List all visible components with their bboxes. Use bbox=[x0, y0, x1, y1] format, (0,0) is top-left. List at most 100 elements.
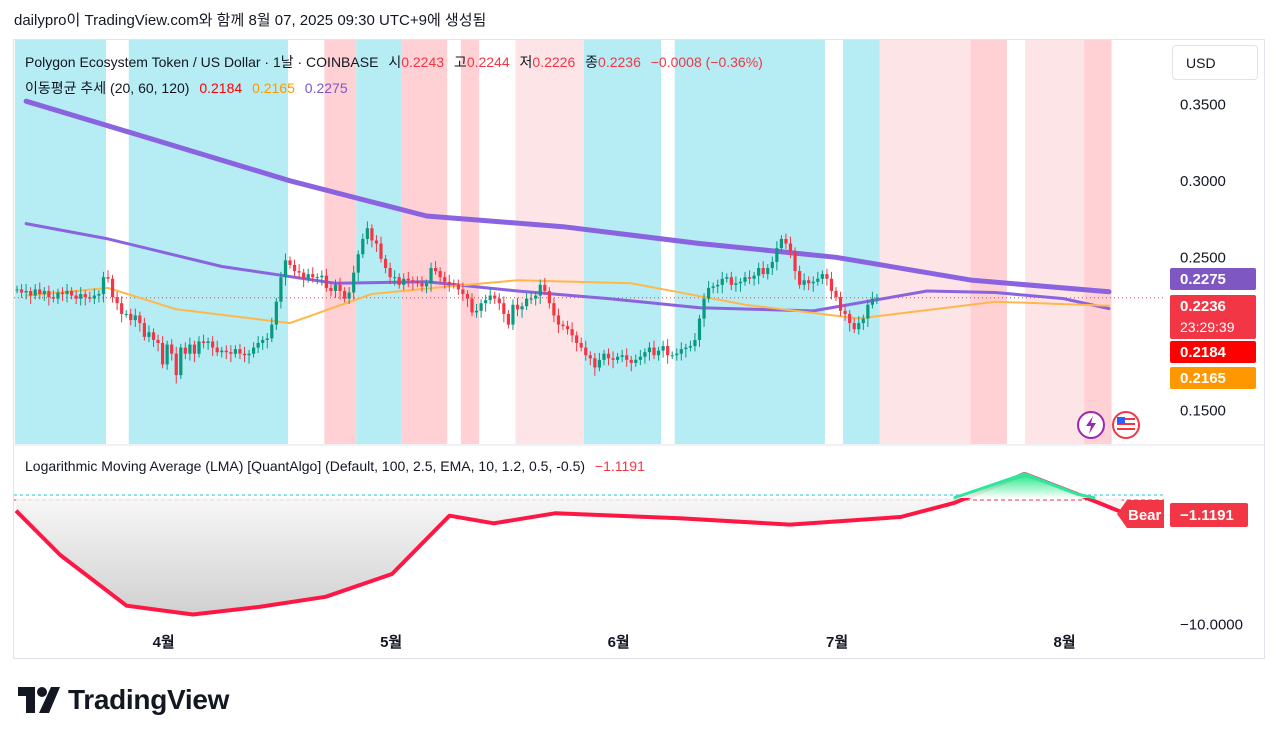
candle[interactable] bbox=[279, 271, 283, 309]
candle[interactable] bbox=[875, 293, 879, 304]
candle[interactable] bbox=[133, 308, 137, 327]
candle[interactable] bbox=[192, 340, 197, 363]
candle[interactable] bbox=[420, 276, 424, 292]
candle[interactable] bbox=[465, 290, 470, 308]
candle[interactable] bbox=[138, 311, 142, 332]
candle[interactable] bbox=[101, 271, 106, 303]
candle[interactable] bbox=[534, 291, 538, 306]
candle[interactable] bbox=[670, 351, 674, 360]
candle[interactable] bbox=[288, 256, 292, 269]
candle[interactable] bbox=[79, 287, 83, 306]
ma120-line[interactable] bbox=[23, 98, 1112, 295]
candle[interactable] bbox=[306, 268, 310, 283]
candle[interactable] bbox=[788, 236, 793, 259]
candle[interactable] bbox=[393, 270, 397, 286]
candle[interactable] bbox=[588, 351, 592, 366]
candle[interactable] bbox=[324, 268, 328, 292]
candle[interactable] bbox=[220, 346, 224, 358]
candle[interactable] bbox=[388, 262, 392, 285]
candle[interactable] bbox=[729, 271, 733, 291]
candle[interactable] bbox=[679, 342, 683, 361]
candle[interactable] bbox=[711, 282, 715, 294]
candle[interactable] bbox=[374, 235, 379, 252]
candle[interactable] bbox=[861, 314, 865, 330]
candle[interactable] bbox=[770, 256, 774, 275]
candle[interactable] bbox=[625, 348, 629, 367]
candle[interactable] bbox=[570, 322, 574, 343]
candle[interactable] bbox=[811, 276, 815, 292]
candle[interactable] bbox=[201, 334, 206, 349]
candle[interactable] bbox=[38, 282, 42, 300]
candle[interactable] bbox=[343, 287, 347, 303]
candle[interactable] bbox=[829, 271, 834, 300]
candle[interactable] bbox=[438, 267, 442, 283]
candle[interactable] bbox=[51, 290, 55, 303]
candle[interactable] bbox=[766, 264, 770, 280]
candle[interactable] bbox=[666, 339, 670, 364]
candle[interactable] bbox=[224, 345, 228, 360]
candle[interactable] bbox=[738, 277, 743, 292]
candle[interactable] bbox=[834, 287, 838, 301]
candle[interactable] bbox=[843, 303, 847, 321]
candle[interactable] bbox=[56, 288, 60, 304]
candle[interactable] bbox=[47, 285, 51, 306]
candle[interactable] bbox=[170, 339, 174, 361]
candle[interactable] bbox=[315, 273, 319, 285]
candle[interactable] bbox=[183, 342, 187, 360]
candle[interactable] bbox=[506, 310, 510, 329]
candle[interactable] bbox=[402, 273, 406, 291]
candle[interactable] bbox=[547, 287, 551, 309]
candle[interactable] bbox=[852, 317, 856, 334]
candle[interactable] bbox=[97, 290, 101, 303]
candle[interactable] bbox=[479, 299, 483, 318]
candle[interactable] bbox=[302, 268, 306, 288]
candle[interactable] bbox=[543, 277, 547, 295]
candle[interactable] bbox=[634, 354, 638, 367]
candle[interactable] bbox=[552, 297, 556, 323]
candle[interactable] bbox=[261, 336, 265, 350]
candle[interactable] bbox=[793, 247, 797, 280]
candle[interactable] bbox=[525, 293, 529, 311]
candle[interactable] bbox=[652, 340, 656, 360]
candle[interactable] bbox=[379, 236, 383, 263]
candle[interactable] bbox=[256, 336, 260, 353]
us-flag-icon[interactable] bbox=[1112, 411, 1140, 439]
candle[interactable] bbox=[684, 343, 688, 358]
candle[interactable] bbox=[361, 233, 365, 259]
candle[interactable] bbox=[74, 290, 78, 304]
candle[interactable] bbox=[597, 352, 601, 372]
candle[interactable] bbox=[707, 281, 711, 303]
candle[interactable] bbox=[761, 261, 765, 278]
ma60-trend-line[interactable] bbox=[24, 222, 1111, 313]
candle[interactable] bbox=[611, 351, 615, 369]
candle[interactable] bbox=[538, 279, 542, 304]
candle[interactable] bbox=[697, 314, 702, 347]
candle[interactable] bbox=[338, 277, 342, 300]
chart-canvas[interactable]: 0.3500 0.3000 0.2500 0.1500 0.2275 0.2236 23:2… bbox=[14, 40, 1264, 658]
candle[interactable] bbox=[470, 293, 474, 317]
candle[interactable] bbox=[19, 284, 24, 298]
candle[interactable] bbox=[238, 343, 242, 360]
candle[interactable] bbox=[593, 352, 597, 376]
candle[interactable] bbox=[42, 287, 46, 301]
candle[interactable] bbox=[443, 271, 447, 289]
candle[interactable] bbox=[747, 270, 752, 285]
candle[interactable] bbox=[24, 284, 28, 300]
candle[interactable] bbox=[638, 349, 642, 366]
candle[interactable] bbox=[424, 279, 429, 294]
candle[interactable] bbox=[174, 346, 178, 384]
candle[interactable] bbox=[370, 224, 374, 248]
candle[interactable] bbox=[347, 287, 351, 304]
candle[interactable] bbox=[734, 276, 738, 292]
candle[interactable] bbox=[870, 291, 874, 309]
candle[interactable] bbox=[229, 345, 233, 363]
candle[interactable] bbox=[142, 317, 146, 341]
lma-legend[interactable]: Logarithmic Moving Average (LMA) [QuantA… bbox=[25, 458, 645, 474]
candle[interactable] bbox=[429, 262, 433, 292]
candle[interactable] bbox=[602, 349, 606, 366]
candle[interactable] bbox=[356, 250, 360, 282]
candle[interactable] bbox=[629, 356, 633, 372]
candle[interactable] bbox=[784, 233, 788, 249]
candle[interactable] bbox=[752, 271, 756, 286]
candle[interactable] bbox=[798, 265, 802, 289]
